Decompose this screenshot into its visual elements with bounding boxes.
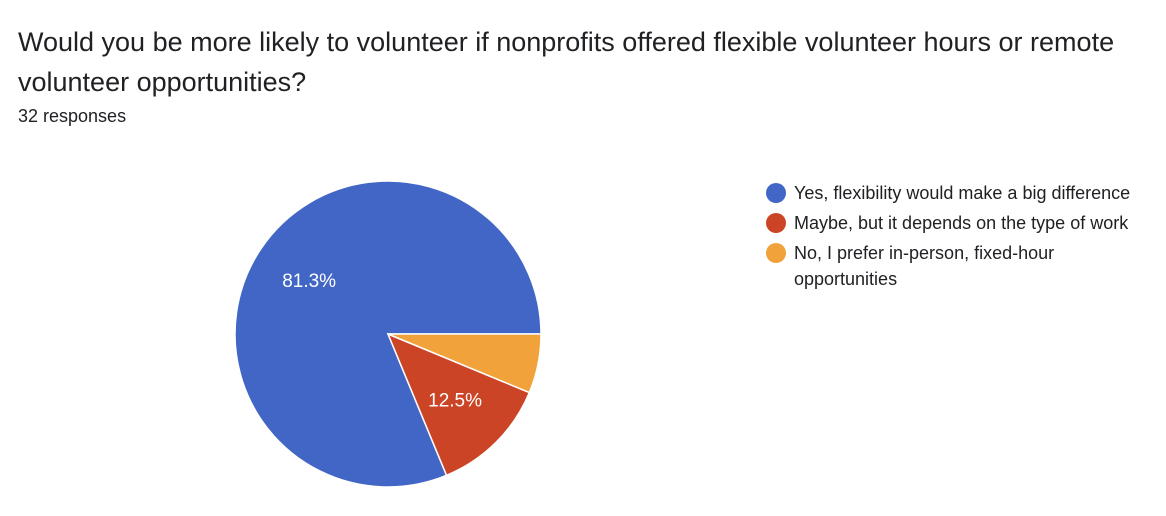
pie-slice-2[interactable] [386,332,531,477]
pie-slice-3[interactable] [387,333,542,394]
pie-slice-label-1: 81.3% [282,271,336,292]
legend-label-2: Maybe, but it depends on the type of wor… [794,213,1129,233]
pie-slice-1[interactable] [234,180,542,488]
legend-item-1[interactable]: Yes, flexibility would make a big differ… [766,180,1146,206]
legend-label-3: No, I prefer in-person, fixed-hour oppor… [794,243,1055,289]
pie-slices [234,180,542,488]
question-title: Would you be more likely to volunteer if… [18,27,1115,97]
pie-labels: 81.3% 12.5% [282,271,482,412]
legend-item-2[interactable]: Maybe, but it depends on the type of wor… [766,210,1146,236]
legend-label-1: Yes, flexibility would make a big differ… [794,183,1131,203]
legend-swatch-1 [766,183,786,203]
chart-legend: Yes, flexibility would make a big differ… [766,180,1146,296]
response-count: 32 responses [18,106,127,126]
legend-item-3[interactable]: No, I prefer in-person, fixed-hour oppor… [766,240,1146,292]
pie-slice-label-2: 12.5% [428,391,482,412]
legend-swatch-3 [766,243,786,263]
legend-swatch-2 [766,213,786,233]
